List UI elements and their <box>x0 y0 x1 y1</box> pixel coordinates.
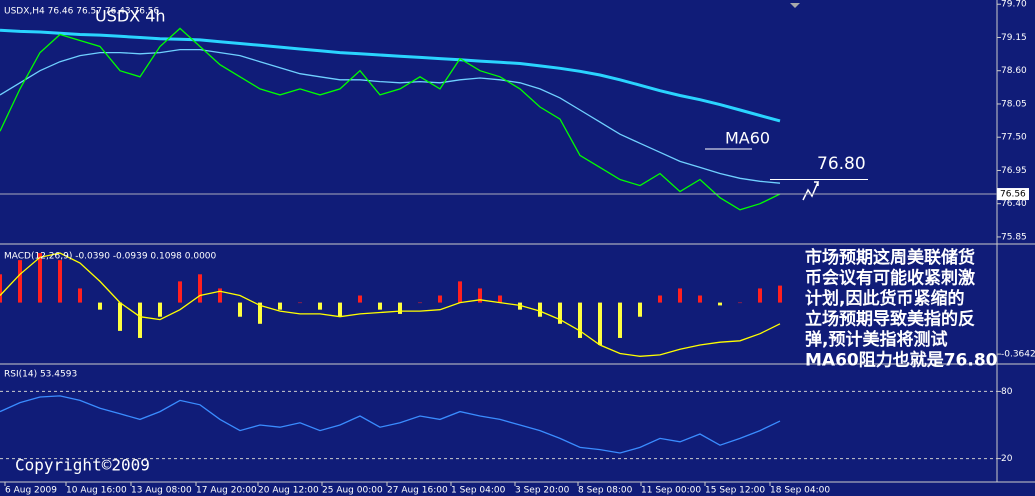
annotation-line: 币会议有可能收紧刺激 <box>805 268 975 289</box>
annotation: 市场预期这周美联储货币会议有可能收紧刺激计划,因此货币紧缩的立场预期导致美指的反… <box>805 247 998 371</box>
header: MACD(12,26,9) -0.0390 -0.0939 0.1098 0.0… <box>4 252 217 262</box>
histogram-bar <box>638 302 642 317</box>
histogram-bar <box>698 295 702 303</box>
histogram-bar <box>418 302 422 304</box>
x-tick-label: 3 Sep 20:00 <box>515 486 570 496</box>
x-tick-label: 17 Aug 20:00 <box>196 486 257 496</box>
histogram-bar <box>778 285 782 303</box>
histogram-bar <box>578 302 582 338</box>
histogram-bar <box>438 295 442 303</box>
histogram-bar <box>358 295 362 303</box>
histogram-bar <box>678 288 682 303</box>
x-tick-label: 11 Sep 00:00 <box>641 486 701 496</box>
price-box <box>997 188 1029 201</box>
histogram-bar <box>318 302 322 310</box>
x-tick-label: 13 Aug 08:00 <box>131 486 192 496</box>
histogram-bar <box>18 260 22 303</box>
scroll-marker <box>790 3 800 8</box>
y-tick-label: -0.3642 <box>1001 350 1035 360</box>
header: RSI(14) 53.4593 <box>4 370 77 380</box>
histogram-bar <box>498 295 502 303</box>
arrow <box>802 181 820 201</box>
histogram-bar <box>138 302 142 338</box>
y-tick-label: 80 <box>1001 387 1013 397</box>
series-line <box>0 395 781 454</box>
y-tick-label: 78.60 <box>1001 66 1027 76</box>
annotation-line: 市场预期这周美联储货 <box>805 247 975 268</box>
histogram-bar <box>158 302 162 317</box>
histogram-bar <box>738 302 742 304</box>
histogram-bar <box>198 274 202 303</box>
histogram-bar <box>298 302 302 304</box>
y-tick-label: 75.85 <box>1001 232 1027 242</box>
histogram-bar <box>178 281 182 303</box>
histogram-bar <box>338 302 342 317</box>
histogram-bar <box>618 302 622 338</box>
y-tick-label: 76.95 <box>1001 166 1027 176</box>
x-tick-label: 27 Aug 16:00 <box>387 486 448 496</box>
histogram-bar <box>0 274 2 303</box>
x-tick-label: 6 Aug 2009 <box>5 486 57 496</box>
histogram-bar <box>378 302 382 310</box>
histogram-bar <box>658 295 662 303</box>
y-tick-label: 79.70 <box>1001 0 1027 10</box>
histogram-bar <box>238 302 242 317</box>
histogram-bar <box>758 288 762 303</box>
price-label: 76.56 <box>1000 190 1026 200</box>
histogram-bar <box>278 302 282 310</box>
histogram-bar <box>398 302 402 314</box>
histogram-bar <box>218 288 222 303</box>
header: USDX,H4 76.46 76.57 76.43 76.56 <box>4 7 160 17</box>
x-tick-label: 10 Aug 16:00 <box>66 486 127 496</box>
histogram-bar <box>98 302 102 310</box>
histogram-bar <box>558 302 562 324</box>
histogram-bar <box>718 302 722 306</box>
series-line <box>0 48 781 184</box>
watermark: Copyright©2009 <box>15 456 150 475</box>
histogram-bar <box>538 302 542 317</box>
y-tick-label: 76.40 <box>1001 199 1027 209</box>
y-tick-label: 78.05 <box>1001 99 1027 109</box>
histogram-bar <box>38 253 42 303</box>
chart-title: USDX 4h <box>95 7 166 26</box>
series-line <box>0 28 781 123</box>
target-label: 76.80 <box>817 154 866 174</box>
y-tick-label: 77.50 <box>1001 133 1027 143</box>
histogram-bar <box>258 302 262 324</box>
x-tick-label: 1 Sep 04:00 <box>451 486 506 496</box>
histogram-bar <box>78 288 82 303</box>
x-tick-label: 25 Aug 00:00 <box>322 486 383 496</box>
series-line <box>0 27 781 211</box>
y-tick-label: 79.15 <box>1001 33 1027 43</box>
histogram-bar <box>58 260 62 303</box>
annotation-line: 计划,因此货币紧缩的 <box>805 288 964 309</box>
annotation-line: MA60阻力也就是76.80 <box>805 350 998 371</box>
x-tick-label: 20 Aug 12:00 <box>258 486 319 496</box>
histogram-bar <box>598 302 602 346</box>
ma-label: MA60 <box>725 129 770 148</box>
series-line <box>0 252 781 357</box>
x-tick-label: 8 Sep 08:00 <box>578 486 633 496</box>
histogram-bar <box>518 302 522 310</box>
x-tick-label: 15 Sep 12:00 <box>705 486 765 496</box>
histogram-bar <box>458 281 462 303</box>
annotation-line: 弹,预计美指将测试 <box>805 329 947 350</box>
y-tick-label: 20 <box>1001 454 1013 464</box>
x-tick-label: 18 Sep 04:00 <box>770 486 830 496</box>
histogram-bar <box>118 302 122 331</box>
annotation-line: 立场预期导致美指的反 <box>805 309 975 330</box>
histogram-bar <box>478 288 482 303</box>
